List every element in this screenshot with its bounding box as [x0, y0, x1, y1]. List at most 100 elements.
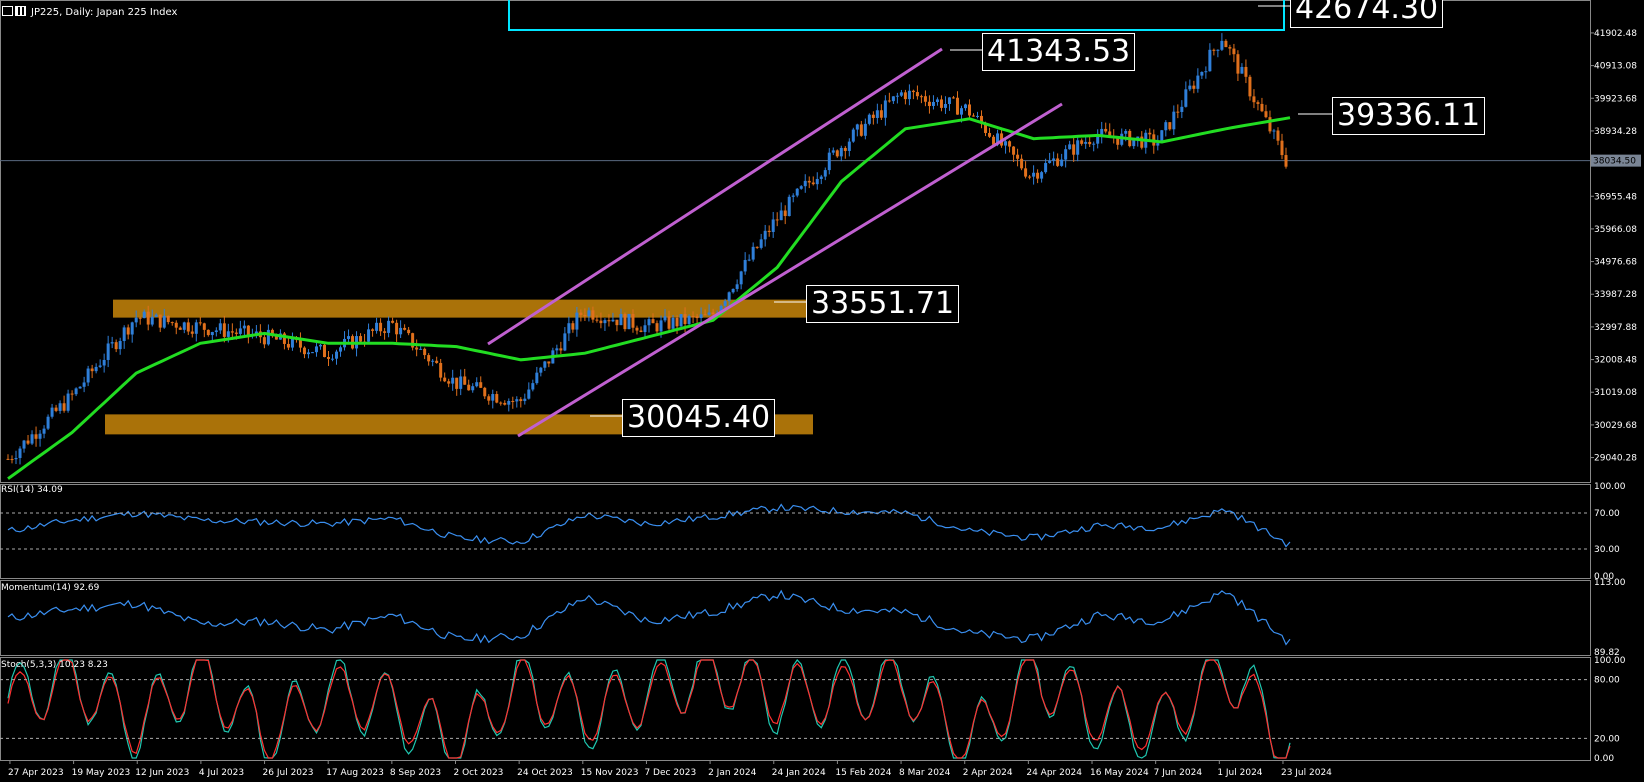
candle-body [154, 314, 158, 317]
candle-body [158, 314, 162, 328]
candle-body [455, 377, 459, 389]
candle-body [222, 323, 226, 337]
rsi-axis-label: 30.00 [1594, 545, 1620, 555]
candle-body [134, 317, 138, 323]
candle-body [298, 339, 302, 348]
candle-body [839, 147, 843, 157]
candle-body [190, 331, 194, 334]
candle-body [815, 178, 819, 185]
candle-body [603, 320, 607, 324]
candle-body [847, 141, 851, 151]
candle-body [535, 372, 539, 384]
candle-body [403, 327, 407, 330]
price-tick-label: 39923.68 [1594, 94, 1637, 104]
candle-body [1032, 172, 1036, 177]
candle-body [687, 316, 691, 324]
candle-body [146, 311, 150, 325]
candle-body [226, 331, 230, 337]
candle-body [6, 458, 10, 460]
candle-body [691, 316, 695, 318]
candle-body [1192, 85, 1196, 89]
candle-body [755, 246, 759, 248]
candle-body [859, 124, 863, 136]
candle-body [423, 348, 427, 356]
momentum-label: Momentum(14) 92.69 [1, 583, 100, 593]
date-tick-label: 2 Oct 2023 [454, 768, 504, 778]
callout-high: 42674.30 [1290, 0, 1444, 28]
candle-body [306, 352, 310, 355]
candle-body [719, 305, 723, 314]
candle-body [118, 341, 122, 350]
candle-body [543, 361, 547, 368]
price-tick-label: 40913.08 [1594, 62, 1637, 72]
candle-body [1048, 160, 1052, 163]
candle-body [783, 210, 787, 217]
candle-body [795, 188, 799, 196]
candle-body [1228, 47, 1232, 49]
candle-body [623, 314, 627, 330]
candle-body [10, 459, 14, 461]
price-tick-label: 31019.08 [1594, 388, 1637, 398]
candle-body [282, 333, 286, 344]
candle-body [302, 347, 306, 355]
candle-body [290, 337, 294, 348]
candle-body [94, 366, 98, 372]
candle-body [318, 344, 322, 347]
candle-body [206, 329, 210, 336]
candle-body [1276, 130, 1280, 141]
date-tick-label: 2 Apr 2024 [963, 768, 1013, 778]
candle-body [331, 358, 335, 360]
candle-body [1020, 158, 1024, 169]
candle-body [54, 407, 58, 411]
price-tick-label: 36955.48 [1594, 192, 1637, 202]
candle-body [891, 96, 895, 102]
candle-body [383, 331, 387, 333]
momentum-axis-label: 113.00 [1594, 578, 1626, 588]
price-tick-label: 32997.88 [1594, 323, 1637, 333]
candle-body [246, 325, 250, 336]
candle-body [1004, 141, 1008, 146]
candle-body [675, 317, 679, 327]
candle-body [607, 320, 611, 322]
candle-body [1140, 136, 1144, 148]
chart-header: JP225, Daily: Japan 225 Index [2, 6, 177, 18]
candle-body [1216, 49, 1220, 51]
candle-body [162, 315, 166, 328]
candle-body [711, 312, 715, 315]
candle-body [523, 398, 527, 402]
candle-body [747, 259, 751, 261]
stoch-axis-label: 20.00 [1594, 734, 1620, 744]
candle-body [26, 440, 30, 444]
candle-body [723, 301, 727, 306]
candle-body [671, 317, 675, 329]
high-range-box [508, 0, 1285, 31]
candle-body [475, 382, 479, 387]
candle-body [1176, 111, 1180, 113]
candle-body [443, 377, 447, 382]
candle-body [739, 271, 743, 285]
candle-body [887, 100, 891, 102]
candle-body [1160, 130, 1164, 144]
candle-body [959, 108, 963, 115]
stoch-label: Stoch(5,3,3) 10.23 8.23 [1, 660, 108, 670]
panel-frame-1 [0, 484, 1591, 579]
candle-body [751, 246, 755, 260]
candle-body [951, 97, 955, 99]
candle-body [1188, 85, 1192, 90]
candle-body [174, 322, 178, 328]
candle-body [1264, 111, 1268, 118]
candle-body [1064, 149, 1068, 160]
date-tick-label: 4 Jul 2023 [199, 768, 244, 778]
candle-body [1252, 96, 1256, 103]
candle-body [487, 396, 491, 401]
candle-body [499, 402, 503, 404]
candle-body [1108, 131, 1112, 137]
candle-body [867, 114, 871, 124]
date-tick-label: 7 Dec 2023 [644, 768, 696, 778]
candle-body [1084, 141, 1088, 144]
candle-body [779, 210, 783, 221]
candle-body [391, 320, 395, 323]
rsi-axis-label: 0.00 [1594, 572, 1614, 582]
price-tick-label: 41902.48 [1594, 29, 1637, 39]
candle-body [431, 360, 435, 362]
